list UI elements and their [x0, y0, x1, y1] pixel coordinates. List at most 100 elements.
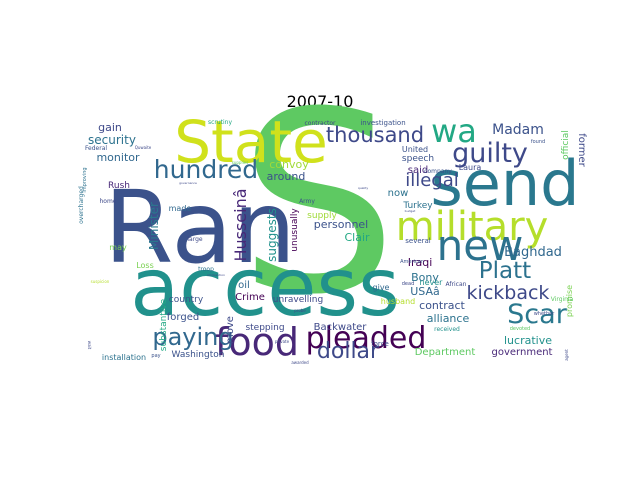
cloud-word: Turkey	[402, 201, 433, 211]
cloud-word: company	[424, 168, 452, 175]
cloud-word: improving	[82, 167, 88, 192]
cloud-word: Backwater	[314, 322, 368, 333]
cloud-word: forged	[167, 312, 199, 323]
cloud-word: home	[99, 198, 116, 205]
cloud-word: suggests	[265, 208, 279, 262]
cloud-word: American	[400, 259, 424, 265]
cloud-word: paying	[152, 323, 233, 351]
cloud-word: convoy	[269, 158, 309, 171]
cloud-word: move	[225, 316, 236, 344]
cloud-word: Army	[299, 198, 315, 205]
cloud-word: former	[576, 133, 587, 167]
cloud-word: troop	[198, 266, 214, 273]
cloud-word: unusually	[290, 208, 300, 252]
cloud-word: scrutiny	[208, 119, 233, 126]
cloud-word: husband	[381, 297, 415, 306]
cloud-word: quality	[358, 186, 368, 190]
cloud-word: contractor	[304, 120, 336, 127]
cloud-word: thousand	[326, 123, 424, 147]
cloud-word: lucrative	[504, 334, 552, 347]
cloud-word: made	[169, 204, 192, 213]
cloud-word: Madam	[492, 122, 544, 138]
cloud-word: African	[446, 281, 467, 288]
cloud-word: Minister	[147, 202, 161, 250]
cloud-word: oil	[238, 280, 250, 291]
cloud-word: government	[492, 347, 553, 358]
cloud-word: force	[371, 340, 389, 348]
cloud-word: supply	[307, 211, 337, 221]
cloud-word: found	[531, 139, 545, 145]
cloud-word: Ran	[104, 169, 296, 286]
page-title: 2007-10	[286, 92, 354, 111]
cloud-word: personnel	[314, 218, 369, 231]
cloud-word: ammunition	[207, 273, 225, 277]
cloud-word: substantive	[159, 298, 169, 351]
cloud-word: contract	[419, 299, 465, 312]
cloud-word: received	[434, 326, 460, 333]
cloud-word: give	[373, 283, 390, 292]
cloud-word: Federal	[85, 145, 107, 152]
cloud-word: hundred	[154, 155, 258, 184]
cloud-word: monitor	[96, 151, 140, 164]
cloud-word: probe	[294, 308, 306, 313]
cloud-word: Laura	[459, 163, 482, 172]
cloud-word: private	[275, 339, 290, 344]
cloud-word: Loss	[136, 261, 154, 270]
cloud-word: supplies	[232, 160, 248, 165]
cloud-word: Husseinâ	[231, 188, 250, 261]
word-cloud-canvas	[80, 119, 575, 368]
cloud-word: may	[109, 243, 127, 252]
cloud-word: Platt	[479, 258, 531, 284]
cloud-word: wa	[431, 112, 477, 150]
cloud-word: awarded	[291, 360, 309, 365]
cloud-word: speech	[402, 154, 434, 164]
cloud-word: pleaded	[306, 321, 427, 356]
cloud-word: several	[405, 237, 431, 245]
cloud-word: send	[430, 147, 579, 220]
cloud-word: USAâ	[410, 285, 440, 298]
cloud-word: budget	[405, 209, 416, 213]
cloud-word: Quwaite	[135, 145, 152, 150]
cloud-word: Virginia	[551, 296, 574, 303]
cloud-word: access	[130, 241, 400, 334]
cloud-word: dollar	[317, 339, 380, 364]
cloud-word: alliance	[427, 312, 470, 325]
cloud-word: whether	[534, 311, 556, 317]
cloud-word: investigation	[360, 119, 405, 127]
cloud-word: State	[174, 108, 328, 176]
cloud-word: Crime	[235, 292, 265, 303]
cloud-word: large	[187, 236, 203, 243]
cloud-word: never	[420, 278, 444, 287]
cloud-word: pay	[151, 353, 160, 359]
cloud-word: official	[561, 130, 571, 160]
cloud-word: wait	[87, 341, 92, 350]
cloud-word: suspicion	[91, 279, 110, 284]
cloud-word: Iraqi	[408, 256, 433, 269]
cloud-word: food	[215, 320, 299, 364]
cloud-word: United	[402, 145, 428, 154]
cloud-word: illegal	[405, 170, 459, 191]
cloud-word: installation	[102, 353, 146, 362]
cloud-word: around	[267, 170, 306, 183]
cloud-word: security	[88, 133, 136, 147]
cloud-word: Department	[415, 347, 476, 358]
cloud-word: Baghdad	[504, 245, 562, 260]
cloud-word: dead	[402, 281, 415, 287]
cloud-word: said	[408, 165, 428, 176]
cloud-word: Clair	[344, 231, 370, 244]
cloud-word: devoted	[510, 326, 530, 332]
cloud-word: Washington	[172, 350, 225, 360]
cloud-word: unravelling	[273, 295, 323, 305]
cloud-word: agent	[564, 349, 569, 361]
cloud-word: stepping	[245, 323, 284, 333]
cloud-word: governance	[179, 181, 197, 185]
cloud-word: Bony	[411, 271, 439, 284]
cloud-word: overcharged	[78, 186, 85, 224]
cloud-word: S	[239, 58, 398, 349]
cloud-word: Scar	[507, 299, 568, 330]
cloud-word: gain	[98, 121, 122, 134]
cloud-word: country	[169, 295, 204, 305]
cloud-word: new	[437, 221, 524, 270]
cloud-word: Rush	[108, 181, 130, 191]
